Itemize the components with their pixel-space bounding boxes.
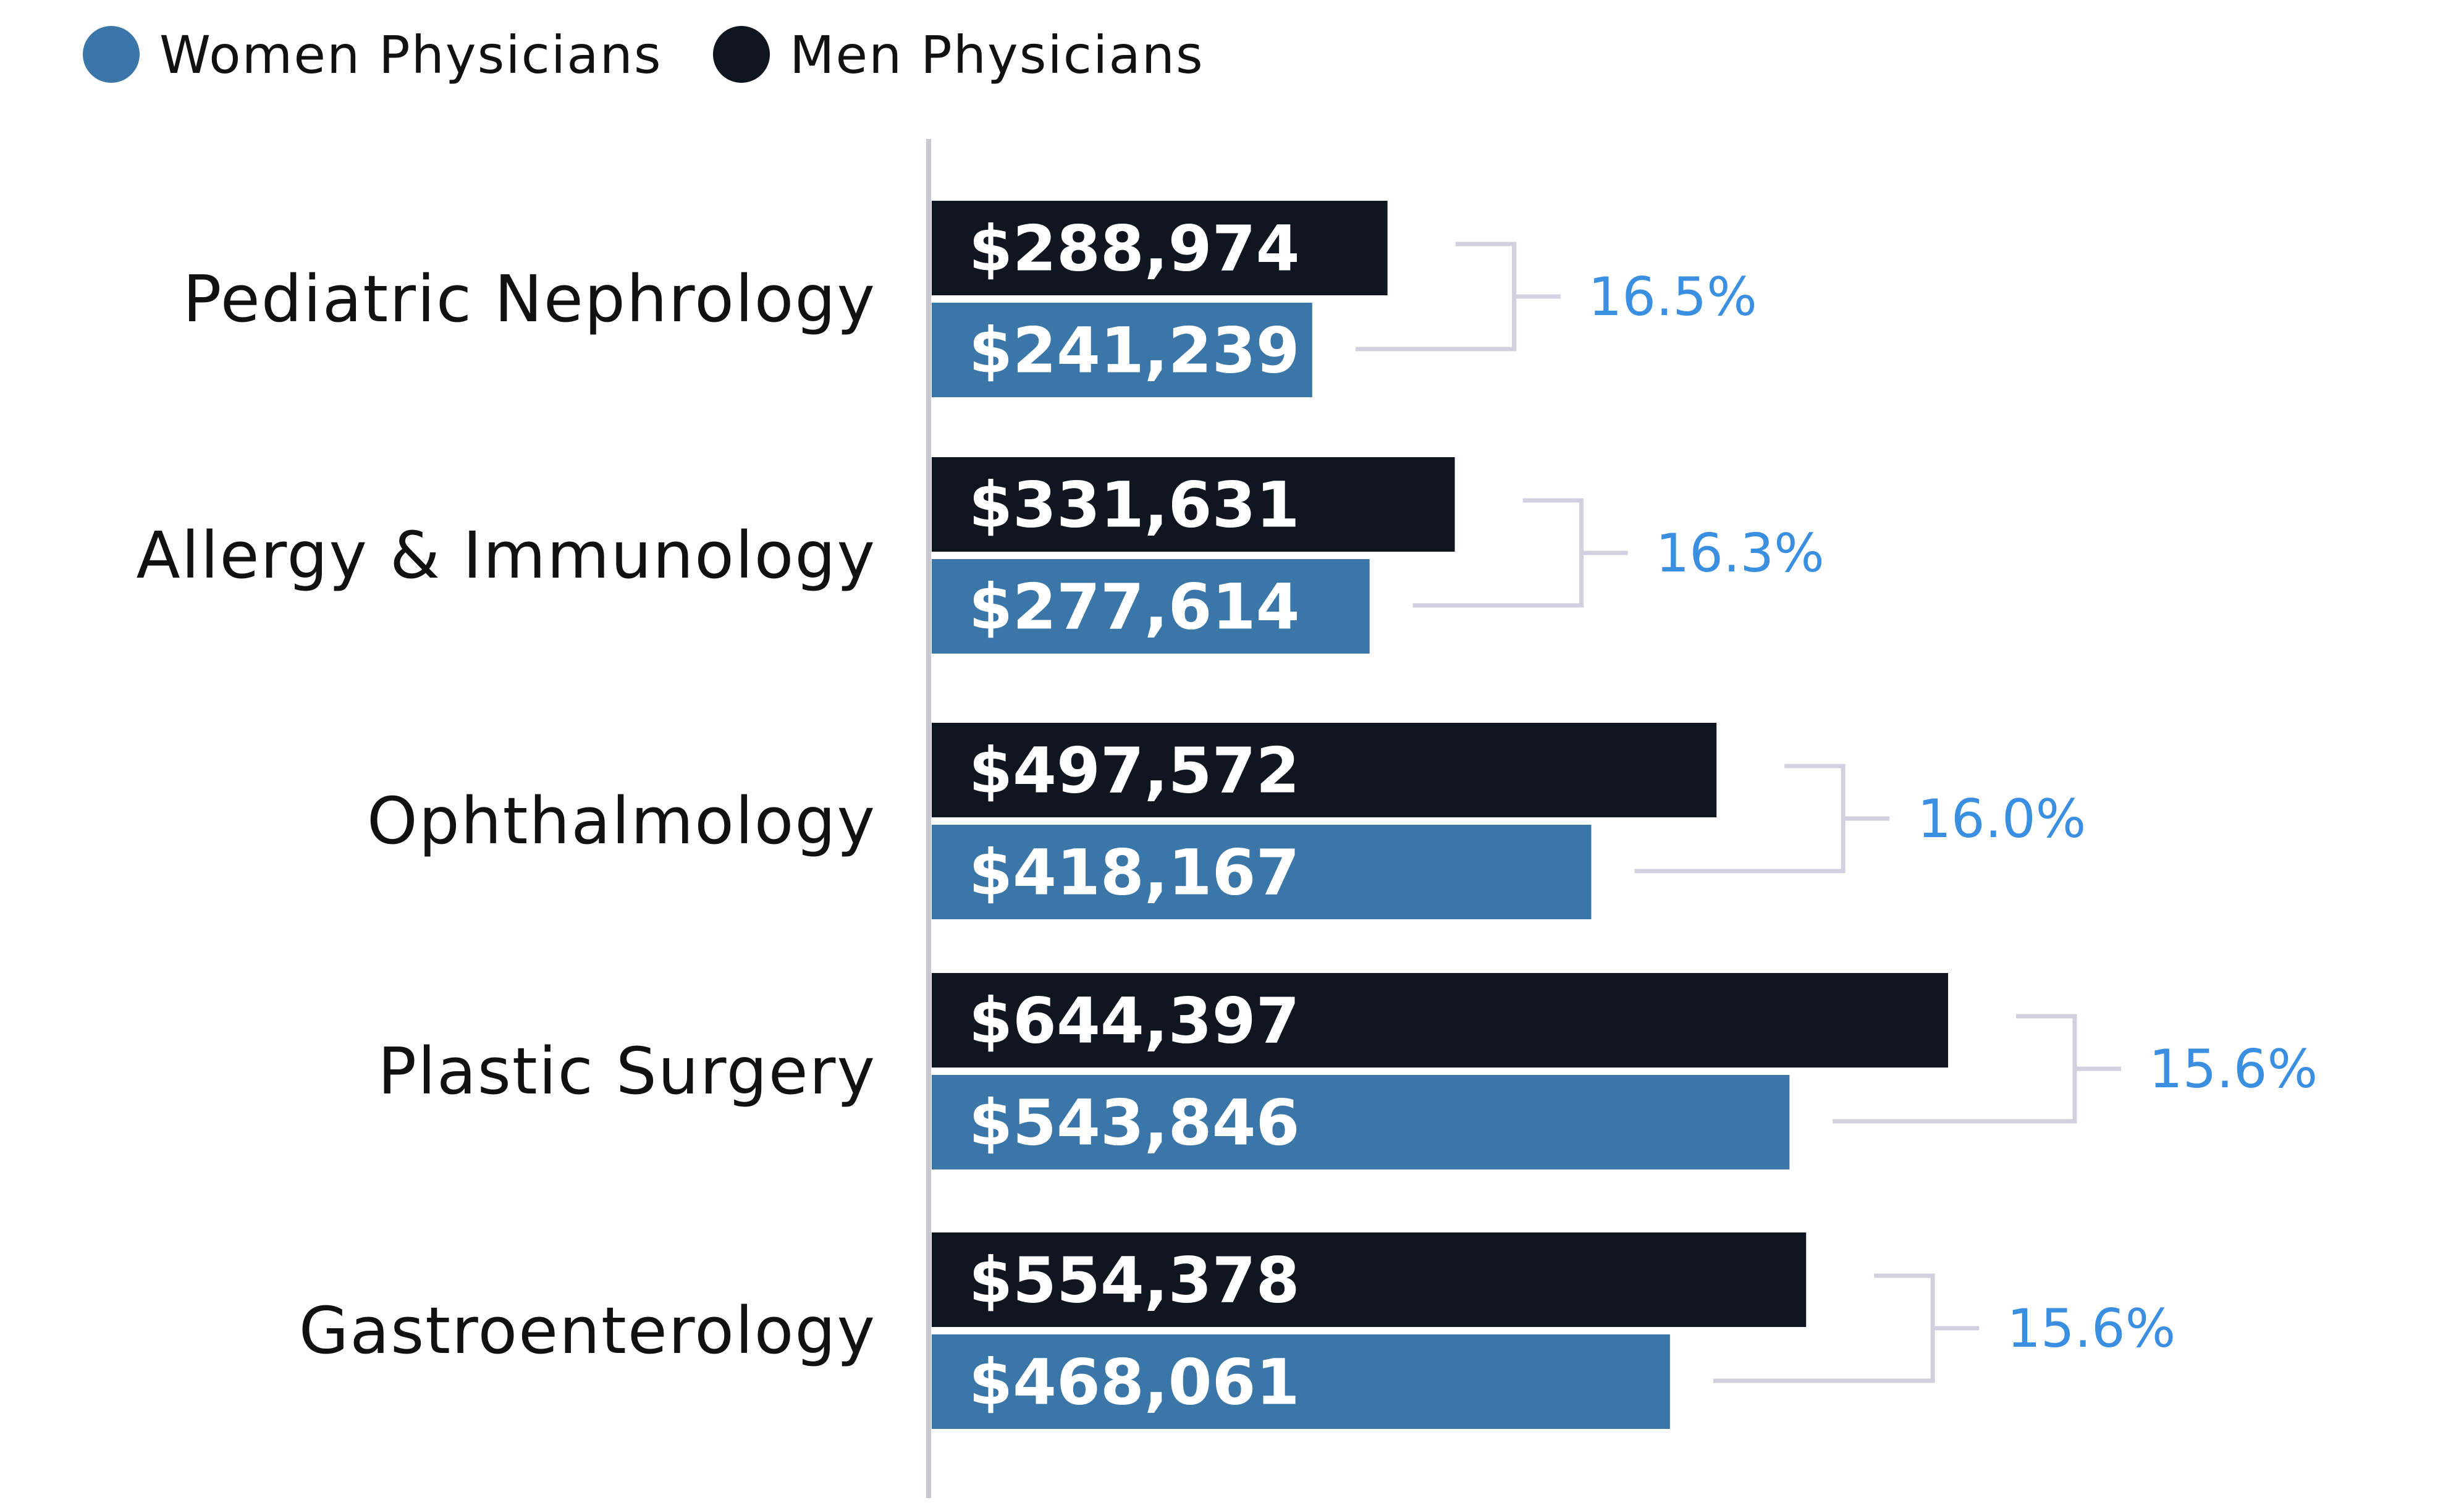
plot-area: Pediatric Nephrology $288,974 $241,239 16.5… (137, 201, 2318, 1429)
category-group: Allergy & Immunology $331,631 $277,614 16.3… (137, 457, 1825, 654)
gap-percent-label: 16.5% (1589, 266, 1757, 328)
gap-bracket (1713, 1273, 1935, 1383)
legend-women-marker (83, 26, 140, 83)
legend-men-label: Men Physicians (790, 25, 1204, 85)
legend-men-marker (713, 26, 770, 83)
men-bar-value-label: $554,378 (969, 1244, 1300, 1318)
category-group: Ophthalmology $497,572 $418,167 16.0% (367, 723, 2086, 919)
women-bar (932, 1334, 1670, 1429)
women-bar (932, 303, 1312, 397)
category-label: Pediatric Nephrology (183, 261, 876, 337)
women-bar (932, 825, 1592, 919)
gap-percent-label: 16.3% (1656, 523, 1825, 584)
category-group: Plastic Surgery $644,397 $543,846 15.6% (378, 973, 2318, 1169)
men-bar (932, 1232, 1807, 1327)
men-bar-value-label: $644,397 (969, 985, 1300, 1058)
legend: Women Physicians Men Physicians (83, 25, 1204, 85)
gap-percent-label: 16.0% (1917, 788, 2086, 850)
men-bar-value-label: $331,631 (969, 469, 1300, 542)
gap-percent-label: 15.6% (2149, 1038, 2318, 1100)
men-bar-value-label: $288,974 (969, 213, 1300, 286)
men-bar (932, 457, 1455, 552)
women-bar-value-label: $543,846 (969, 1087, 1300, 1160)
gap-percent-label: 15.6% (2007, 1298, 2175, 1360)
category-label: Allergy & Immunology (137, 518, 876, 593)
women-bar-value-label: $468,061 (969, 1346, 1300, 1420)
women-bar (932, 559, 1370, 654)
category-label: Gastroenterology (299, 1293, 876, 1368)
women-bar-value-label: $277,614 (969, 571, 1300, 644)
legend-women-label: Women Physicians (159, 25, 662, 85)
category-group: Pediatric Nephrology $288,974 $241,239 16.5… (183, 201, 1757, 397)
men-bar-value-label: $497,572 (969, 735, 1300, 808)
category-label: Ophthalmology (367, 783, 876, 859)
women-bar-value-label: $418,167 (969, 836, 1300, 910)
women-bar (932, 1075, 1790, 1169)
category-label: Plastic Surgery (378, 1034, 876, 1109)
men-bar (932, 723, 1717, 817)
women-bar-value-label: $241,239 (969, 314, 1300, 388)
men-bar (932, 201, 1388, 295)
men-bar (932, 973, 1948, 1068)
category-group: Gastroenterology $554,378 $468,061 15.6% (299, 1232, 2175, 1429)
